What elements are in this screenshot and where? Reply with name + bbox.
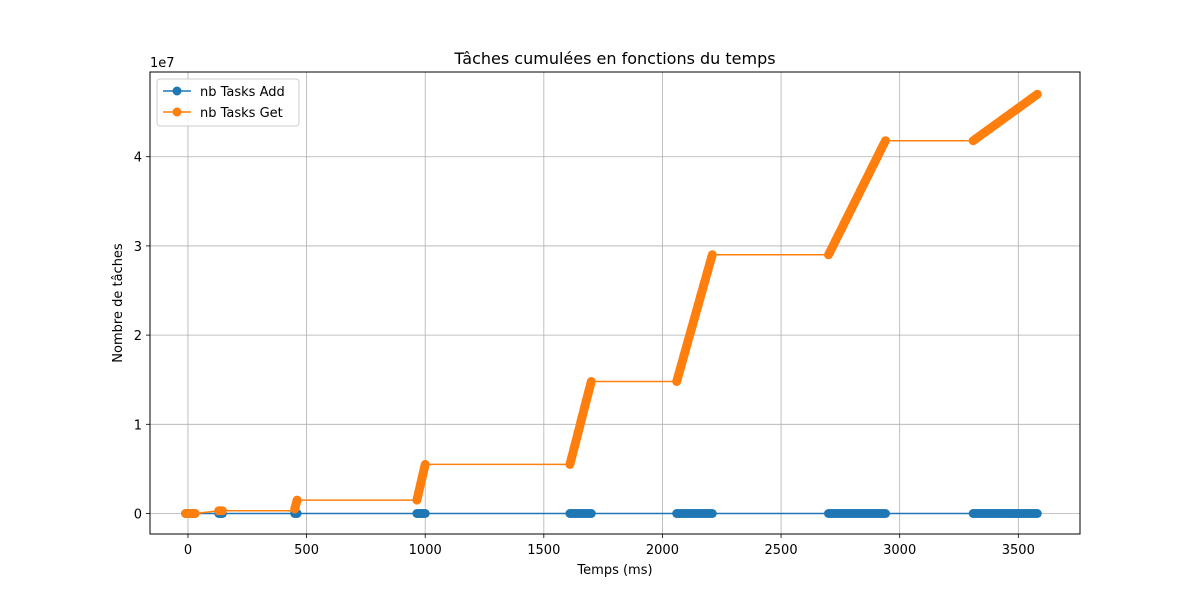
- y-tick-label: 4: [134, 151, 142, 166]
- data-point: [1032, 509, 1042, 518]
- y-tick-label: 1: [134, 418, 142, 433]
- y-multiplier-label: 1e7: [150, 56, 175, 71]
- data-point: [707, 509, 717, 518]
- data-point: [586, 377, 596, 386]
- x-tick-label: 3000: [883, 543, 916, 558]
- x-tick-label: 0: [184, 543, 192, 558]
- data-point: [190, 509, 200, 518]
- data-point: [586, 509, 596, 518]
- y-axis-ticks: 0 1 2 3 4: [134, 151, 150, 522]
- data-point: [420, 509, 430, 518]
- y-tick-label: 3: [134, 240, 142, 255]
- y-tick-label: 0: [134, 507, 142, 522]
- x-tick-label: 2000: [646, 543, 679, 558]
- x-axis-ticks: 0 500 1000 1500 2000 2500 3000 3500: [184, 534, 1035, 558]
- data-point: [881, 509, 890, 518]
- data-point: [881, 136, 890, 146]
- plot-frame: [149, 71, 1081, 535]
- plot-series: [181, 89, 1042, 518]
- data-point: [420, 459, 430, 469]
- data-point: [707, 250, 717, 260]
- legend-box: [156, 78, 300, 127]
- chart-title: Tâches cumulées en fonctions du temps: [453, 49, 775, 68]
- legend-marker-get: [172, 107, 182, 117]
- x-tick-label: 3500: [1002, 543, 1035, 558]
- legend: nb Tasks Add nb Tasks Get: [156, 78, 300, 127]
- legend-label-add: nb Tasks Add: [200, 85, 285, 100]
- x-axis-label: Temps (ms): [576, 563, 652, 578]
- y-tick-label: 2: [134, 329, 142, 344]
- x-tick-label: 500: [294, 543, 319, 558]
- data-point: [1032, 89, 1042, 99]
- x-tick-label: 1500: [527, 543, 560, 558]
- x-tick-label: 2500: [765, 543, 798, 558]
- series-get: [181, 89, 1042, 518]
- legend-marker-add: [172, 86, 182, 96]
- data-point: [217, 506, 227, 516]
- x-tick-label: 1000: [409, 543, 442, 558]
- y-axis-label: Nombre de tâches: [111, 243, 126, 363]
- legend-label-get: nb Tasks Get: [200, 106, 283, 121]
- data-point: [292, 495, 302, 505]
